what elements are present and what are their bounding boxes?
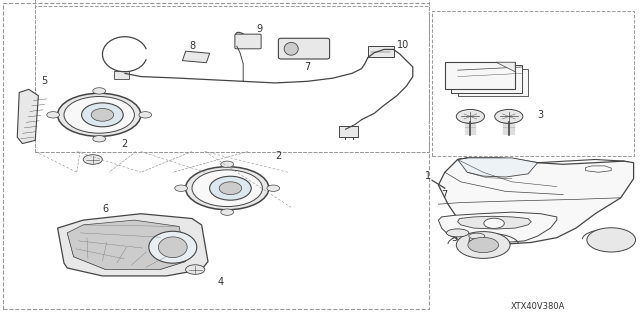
Text: 6: 6: [467, 237, 474, 248]
Text: 3: 3: [538, 110, 544, 120]
Circle shape: [456, 109, 484, 123]
Ellipse shape: [64, 96, 134, 133]
Ellipse shape: [468, 233, 485, 239]
Circle shape: [139, 112, 152, 118]
Circle shape: [221, 161, 234, 167]
Ellipse shape: [82, 103, 123, 127]
Polygon shape: [586, 166, 611, 172]
Text: 1: 1: [424, 171, 431, 181]
Text: 9: 9: [256, 24, 262, 34]
Circle shape: [47, 112, 60, 118]
Polygon shape: [496, 62, 515, 72]
Circle shape: [83, 155, 102, 164]
Polygon shape: [67, 220, 186, 270]
Bar: [432, 11, 634, 156]
Polygon shape: [17, 89, 38, 144]
Bar: [35, 6, 429, 152]
Polygon shape: [438, 212, 557, 242]
FancyBboxPatch shape: [235, 34, 261, 49]
Bar: [445, 62, 515, 89]
Ellipse shape: [209, 176, 251, 200]
Bar: [35, 0, 429, 152]
Circle shape: [175, 185, 188, 191]
Ellipse shape: [219, 182, 241, 195]
Text: 7: 7: [442, 189, 448, 200]
FancyBboxPatch shape: [278, 38, 330, 59]
Ellipse shape: [186, 167, 269, 210]
Circle shape: [468, 237, 499, 253]
Ellipse shape: [92, 108, 114, 121]
Bar: [114, 71, 129, 79]
Circle shape: [221, 209, 234, 215]
Bar: [458, 69, 528, 96]
Bar: [368, 46, 394, 57]
Circle shape: [267, 185, 280, 191]
Polygon shape: [438, 158, 634, 244]
Polygon shape: [58, 214, 208, 276]
Circle shape: [484, 218, 504, 228]
Text: 5: 5: [42, 76, 48, 86]
Text: 4: 4: [218, 277, 224, 287]
Bar: [451, 65, 522, 93]
Circle shape: [93, 136, 106, 142]
Text: 6: 6: [102, 204, 109, 214]
Circle shape: [495, 109, 523, 123]
Text: 7: 7: [304, 62, 310, 72]
Bar: [3, 3, 429, 309]
Ellipse shape: [159, 237, 188, 258]
Text: 8: 8: [189, 41, 195, 51]
Text: XTX40V380A: XTX40V380A: [511, 302, 564, 311]
Ellipse shape: [447, 229, 468, 237]
Ellipse shape: [236, 32, 251, 48]
Ellipse shape: [192, 170, 262, 207]
Polygon shape: [458, 158, 538, 177]
Bar: [339, 126, 358, 137]
Circle shape: [93, 88, 106, 94]
Polygon shape: [458, 216, 531, 229]
Circle shape: [186, 265, 205, 274]
Text: 3: 3: [499, 110, 506, 120]
Text: 5: 5: [451, 233, 458, 243]
Ellipse shape: [149, 231, 197, 263]
Circle shape: [587, 228, 636, 252]
Text: 10: 10: [397, 40, 410, 50]
Text: 2: 2: [275, 151, 282, 161]
Ellipse shape: [58, 93, 141, 137]
Text: 2: 2: [122, 138, 128, 149]
Ellipse shape: [284, 42, 298, 55]
Bar: [182, 51, 210, 63]
Circle shape: [456, 232, 510, 258]
